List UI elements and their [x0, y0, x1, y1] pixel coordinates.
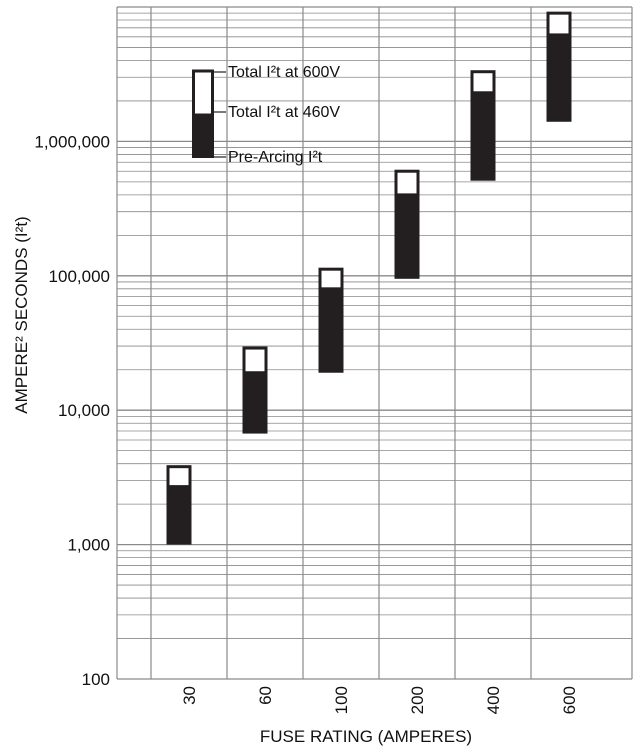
bar-total-600v: [546, 11, 572, 37]
x-tick-label: 30: [180, 686, 199, 705]
x-tick-label: 100: [332, 686, 351, 714]
x-axis-label: FUSE RATING (AMPERES): [260, 727, 472, 746]
bars: [166, 11, 572, 545]
bar-total-460v: [470, 92, 496, 181]
y-tick-label: 10,000: [58, 401, 110, 420]
x-tick-label: 60: [256, 686, 275, 705]
y-tick-label: 1,000: [67, 536, 110, 555]
bar-total-600v: [470, 70, 496, 95]
legend-label: Total I²t at 460V: [228, 104, 340, 121]
y-tick-label: 100,000: [49, 267, 110, 286]
bar-total-600v: [166, 465, 192, 489]
x-axis-ticks: 30 60 100 200 400 600: [180, 686, 579, 714]
legend-swatch-600v: [192, 69, 214, 117]
x-tick-label: 600: [560, 686, 579, 714]
bar-total-460v: [546, 34, 572, 122]
bar-total-600v: [394, 169, 420, 197]
y-tick-label: 1,000,000: [34, 132, 110, 151]
y-axis-ticks: 100 1,000 10,000 100,000 1,000,000: [34, 132, 110, 689]
y-tick-label: 100: [82, 670, 110, 689]
x-tick-label: 200: [408, 686, 427, 714]
grid: [116, 6, 633, 680]
legend-label: Pre-Arcing I²t: [228, 149, 323, 166]
bar-total-460v: [242, 372, 268, 434]
legend-swatch-460v: [192, 115, 214, 158]
bar-total-460v: [318, 288, 344, 373]
bar-total-460v: [166, 486, 192, 545]
bar-total-600v: [242, 346, 268, 375]
bar-total-460v: [394, 194, 420, 279]
bar-total-600v: [318, 267, 344, 291]
y-axis-label: AMPERE² SECONDS (I²t): [12, 216, 31, 413]
x-tick-label: 400: [484, 686, 503, 714]
legend: Total I²t at 600V Total I²t at 460V Pre-Ar…: [192, 64, 340, 166]
legend-label: Total I²t at 600V: [228, 64, 340, 81]
